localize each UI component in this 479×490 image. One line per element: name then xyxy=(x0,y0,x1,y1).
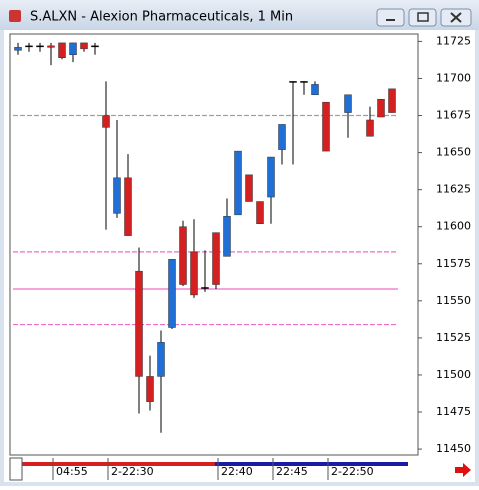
candle-body xyxy=(234,150,242,216)
candle-body xyxy=(366,119,374,137)
scroll-box[interactable] xyxy=(9,457,23,481)
candle-body xyxy=(25,45,33,48)
candle-body xyxy=(135,270,143,377)
maximize-button[interactable] xyxy=(408,8,437,27)
scroll-arrow[interactable] xyxy=(455,463,471,477)
candle-body xyxy=(157,342,165,377)
candle-body xyxy=(14,47,22,51)
candle-body xyxy=(80,42,88,50)
y-tick-label: 11575 xyxy=(436,257,471,270)
candle-body xyxy=(311,84,319,96)
candle-body xyxy=(388,88,396,113)
window-title: S.ALXN - Alexion Pharmaceuticals, 1 Min xyxy=(30,10,293,25)
close-button[interactable] xyxy=(440,8,472,27)
candle-body xyxy=(179,226,187,285)
x-tick-label: 2-22:50 xyxy=(331,465,374,478)
y-tick-label: 11625 xyxy=(436,183,471,196)
candle-body xyxy=(212,232,220,285)
candle-body xyxy=(146,376,154,402)
scroll-strip-red xyxy=(22,462,215,466)
x-tick-label: 04:55 xyxy=(56,465,88,478)
x-tick-label: 22:45 xyxy=(276,465,308,478)
y-tick-label: 11600 xyxy=(436,220,471,233)
candle-body xyxy=(102,115,110,128)
candle-body xyxy=(47,45,55,48)
candle-body xyxy=(124,177,132,236)
y-tick-label: 11525 xyxy=(436,331,471,344)
candle-body xyxy=(344,94,352,113)
y-tick-label: 11475 xyxy=(436,405,471,418)
candle-body xyxy=(377,98,385,118)
candle-body xyxy=(113,177,121,214)
y-tick-label: 11700 xyxy=(436,71,471,84)
minimize-button[interactable] xyxy=(376,8,405,27)
y-tick-label: 11550 xyxy=(436,294,471,307)
candle-body xyxy=(58,42,66,58)
app-icon xyxy=(9,10,21,22)
x-tick-label: 2-22:30 xyxy=(111,465,154,478)
candle-body xyxy=(190,251,198,296)
y-tick-label: 11725 xyxy=(436,34,471,47)
y-tick-label: 11450 xyxy=(436,442,471,455)
candle-body xyxy=(300,81,308,83)
candle-body xyxy=(69,42,77,56)
scroll-strip-blue xyxy=(215,462,408,466)
x-tick-label: 22:40 xyxy=(221,465,253,478)
candle-body xyxy=(201,287,209,289)
candle-body xyxy=(223,216,231,257)
candle-body xyxy=(267,156,275,198)
y-tick-label: 11675 xyxy=(436,109,471,122)
y-tick-label: 11500 xyxy=(436,368,471,381)
candle-body xyxy=(278,124,286,150)
candle-body xyxy=(36,45,44,48)
candle-body xyxy=(289,81,297,83)
candle-body xyxy=(168,259,176,328)
candle-body xyxy=(245,174,253,202)
candle-body xyxy=(322,101,330,152)
y-tick-label: 11650 xyxy=(436,146,471,159)
candle-body xyxy=(91,45,99,48)
candle-body xyxy=(256,201,264,224)
